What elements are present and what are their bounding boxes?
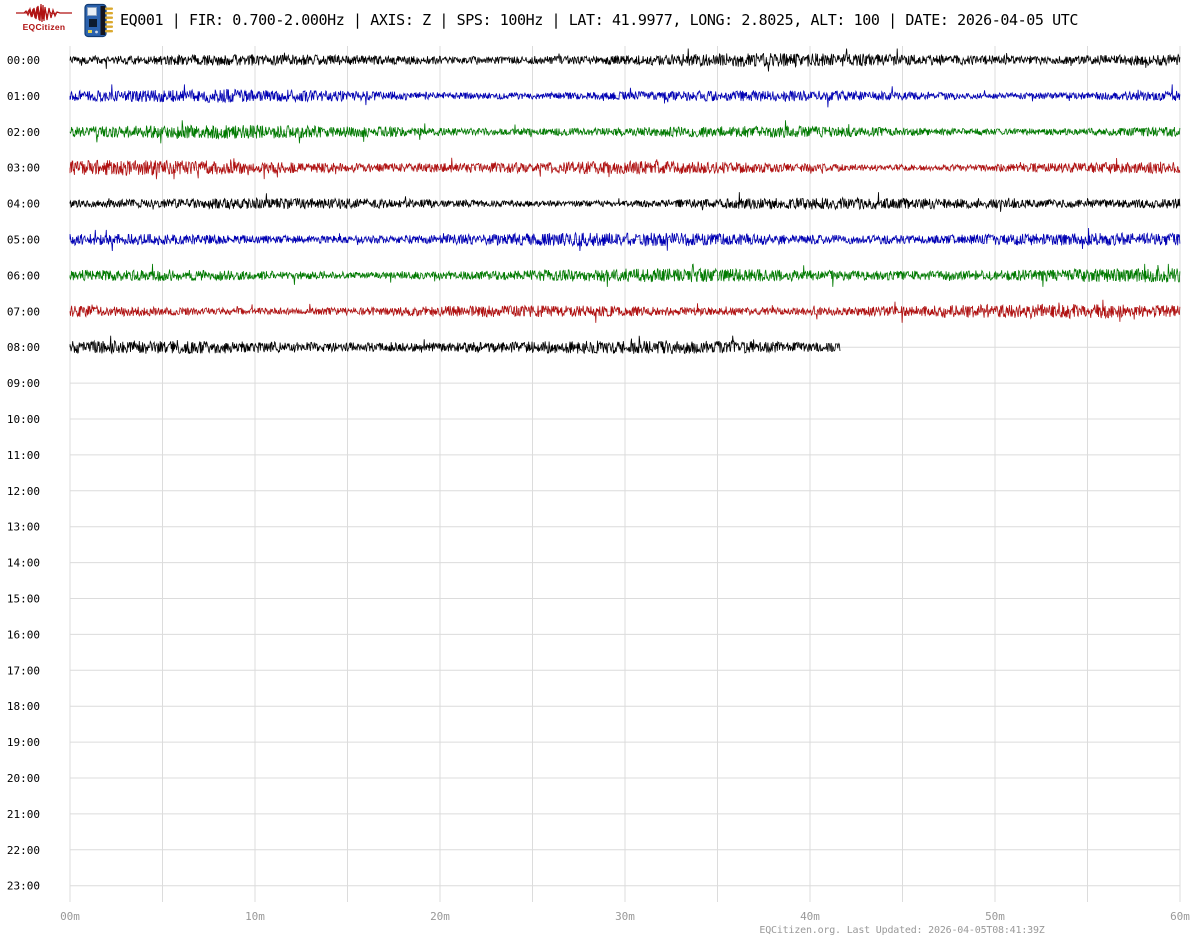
hour-label-01:00: 01:00 [7,90,40,103]
hour-label-13:00: 13:00 [7,521,40,534]
hour-label-10:00: 10:00 [7,413,40,426]
hour-label-02:00: 02:00 [7,126,40,139]
station-info-title: EQ001 | FIR: 0.700-2.000Hz | AXIS: Z | S… [120,11,1079,29]
minute-label-30m: 30m [615,910,635,923]
trace-0000 [69,48,1181,72]
hour-label-16:00: 16:00 [7,628,40,641]
hour-label-05:00: 05:00 [7,234,40,247]
hour-label-00:00: 00:00 [7,54,40,67]
minute-label-60m: 60m [1170,910,1190,923]
hour-label-17:00: 17:00 [7,664,40,677]
minute-label-40m: 40m [800,910,820,923]
minute-label-10m: 10m [245,910,265,923]
hour-label-04:00: 04:00 [7,198,40,211]
hour-label-23:00: 23:00 [7,880,40,893]
trace-0300 [69,157,1181,180]
sensor-board-icon [84,3,118,39]
hour-label-21:00: 21:00 [7,808,40,821]
hour-label-12:00: 12:00 [7,485,40,498]
seismic-waveform-icon [16,3,72,23]
eqcitizen-logo[interactable]: EQCitizen [16,3,72,37]
hour-label-11:00: 11:00 [7,449,40,462]
trace-0800 [69,335,841,355]
hour-label-15:00: 15:00 [7,593,40,606]
hour-label-03:00: 03:00 [7,162,40,175]
trace-0700 [69,299,1181,323]
hour-label-07:00: 07:00 [7,305,40,318]
hour-label-18:00: 18:00 [7,700,40,713]
trace-0600 [69,263,1181,287]
trace-0200 [69,120,1181,144]
hour-label-06:00: 06:00 [7,269,40,282]
hour-label-09:00: 09:00 [7,377,40,390]
hour-label-20:00: 20:00 [7,772,40,785]
hour-label-22:00: 22:00 [7,844,40,857]
trace-0400 [69,192,1181,212]
trace-0500 [69,227,1181,252]
trace-0100 [69,84,1181,108]
header: EQCitizen EQ001 | FIR: 0.700-2.000Hz | A… [0,0,1200,42]
hour-label-08:00: 08:00 [7,341,40,354]
minute-label-20m: 20m [430,910,450,923]
logo-wordmark: EQCitizen [22,22,66,32]
minute-label-00m: 00m [60,910,80,923]
hour-label-19:00: 19:00 [7,736,40,749]
hour-label-14:00: 14:00 [7,557,40,570]
minute-label-50m: 50m [985,910,1005,923]
helicorder-plot: 00:00 01:00 02:00 03:00 04:00 05:00 06:00 07:00… [7,46,1190,923]
last-updated-footer: EQCitizen.org. Last Updated: 2026-04-05T… [759,925,1045,936]
